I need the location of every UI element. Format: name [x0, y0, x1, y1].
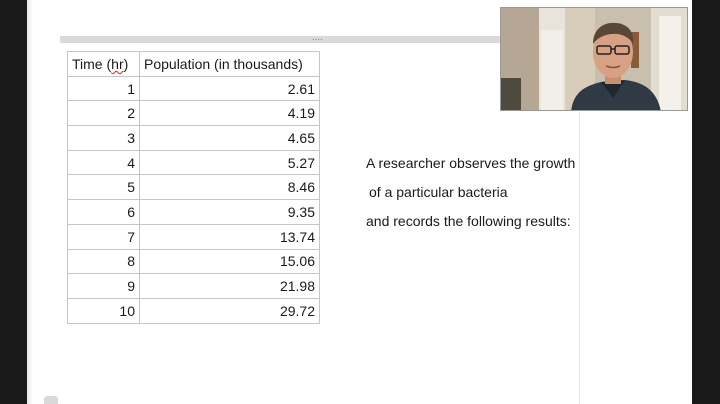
spellcheck-flagged-word[interactable]: hr [111, 55, 124, 72]
population-cell[interactable]: 13.74 [139, 223, 320, 250]
population-cell[interactable]: 29.72 [139, 297, 320, 324]
table-row: 5 8.46 [67, 174, 320, 201]
page-margin-line [579, 112, 580, 404]
table-row: 1 2.61 [67, 75, 320, 102]
data-table-container: Time (hr) Population (in thousands) 1 2.6… [67, 51, 320, 324]
table-row: 10 29.72 [67, 297, 320, 324]
table-row: 7 13.74 [67, 223, 320, 250]
table-row: 6 9.35 [67, 199, 320, 225]
webcam-overlay [500, 7, 688, 111]
table-row: 9 21.98 [67, 273, 320, 299]
population-cell[interactable]: 4.19 [139, 100, 320, 127]
population-cell[interactable]: 4.65 [139, 125, 320, 151]
population-table: Time (hr) Population (in thousands) 1 2.6… [67, 51, 320, 324]
time-cell[interactable]: 4 [67, 149, 140, 176]
table-row: 8 15.06 [67, 248, 320, 275]
time-cell[interactable]: 1 [67, 75, 140, 102]
table-header-row: Time (hr) Population (in thousands) [67, 51, 320, 77]
time-cell[interactable]: 10 [67, 297, 140, 324]
time-cell[interactable]: 3 [67, 125, 140, 151]
time-column-header[interactable]: Time (hr) [67, 51, 140, 77]
population-cell[interactable]: 15.06 [139, 248, 320, 275]
time-cell[interactable]: 7 [67, 223, 140, 250]
left-frame-border [0, 0, 27, 404]
time-cell[interactable]: 2 [67, 100, 140, 127]
table-move-handle[interactable]: ···· [312, 35, 323, 44]
table-row: 2 4.19 [67, 100, 320, 127]
time-header-suffix: ) [123, 55, 129, 72]
population-cell[interactable]: 21.98 [139, 273, 320, 299]
time-header-prefix: Time ( [72, 55, 112, 72]
population-column-header[interactable]: Population (in thousands) [139, 51, 320, 77]
right-frame-border [692, 0, 720, 404]
population-cell[interactable]: 8.46 [139, 174, 320, 201]
time-cell[interactable]: 9 [67, 273, 140, 299]
description-line-1[interactable]: A researcher observes the growth [366, 155, 576, 171]
page-corner-mark [44, 396, 58, 404]
population-cell[interactable]: 9.35 [139, 199, 320, 225]
table-row: 4 5.27 [67, 149, 320, 176]
description-line-2[interactable]: of a particular bacteria [369, 184, 508, 200]
presenter-video-feed [501, 8, 687, 110]
time-cell[interactable]: 6 [67, 199, 140, 225]
population-cell[interactable]: 2.61 [139, 75, 320, 102]
table-row: 3 4.65 [67, 125, 320, 151]
description-line-3[interactable]: and records the following results: [366, 213, 571, 229]
time-cell[interactable]: 8 [67, 248, 140, 275]
page-edge-shadow [27, 0, 33, 404]
time-cell[interactable]: 5 [67, 174, 140, 201]
population-cell[interactable]: 5.27 [139, 149, 320, 176]
table-ruler-bar[interactable] [60, 36, 500, 43]
